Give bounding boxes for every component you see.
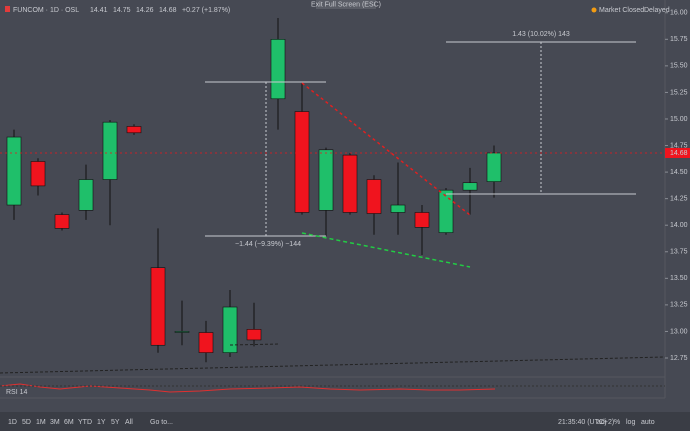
- candle-body: [486, 152, 502, 182]
- candle-body: [438, 189, 454, 233]
- symbol: FUNCOM · 1D · OSL: [13, 7, 79, 14]
- symbol-icon: [5, 6, 10, 12]
- clock: 21:35:40 (UTC+2): [558, 419, 614, 426]
- delayed: Delayed: [644, 7, 670, 14]
- candle-body: [222, 306, 238, 353]
- range-button[interactable]: 3M: [50, 419, 60, 426]
- candle-body: [198, 332, 214, 353]
- candle-body: [150, 267, 166, 346]
- candle-body: [414, 212, 430, 228]
- y-tick-label: 14.00: [670, 222, 688, 229]
- y-tick-label: 14.25: [670, 195, 688, 202]
- y-tick-label: 15.75: [670, 36, 688, 43]
- candle-body: [366, 179, 382, 214]
- high: 14.75: [113, 7, 131, 14]
- y-tick-label: 13.50: [670, 275, 688, 282]
- measure-label: 1.43 (10.02%) 143: [512, 31, 570, 38]
- candle-body: [78, 179, 94, 211]
- range-button[interactable]: 1Y: [97, 419, 106, 426]
- candle-body: [462, 182, 478, 191]
- y-tick-label: 16.00: [670, 10, 688, 17]
- drawn-line: [229, 343, 281, 346]
- y-tick-label: 15.00: [670, 116, 688, 123]
- last-price-label: 14.68: [670, 150, 688, 157]
- candle-body: [318, 149, 334, 211]
- scale-option[interactable]: log: [626, 419, 635, 426]
- y-tick-label: 14.75: [670, 142, 688, 149]
- low: 14.26: [136, 7, 154, 14]
- goto[interactable]: Go to...: [150, 419, 173, 426]
- fullscreen-hint-box[interactable]: [316, 0, 376, 9]
- candle-body: [342, 154, 358, 213]
- range-button[interactable]: 1M: [36, 419, 46, 426]
- range-button[interactable]: 6M: [64, 419, 74, 426]
- candle-body: [270, 39, 286, 100]
- scale-option[interactable]: adj: [597, 419, 607, 426]
- candle-body: [30, 161, 46, 187]
- toolbar: [0, 412, 690, 431]
- y-tick-label: 15.25: [670, 89, 688, 96]
- indicator-label: RSI 14: [6, 389, 28, 396]
- candle-body: [174, 331, 190, 333]
- range-button[interactable]: 5D: [22, 419, 31, 426]
- y-tick-label: 13.00: [670, 328, 688, 335]
- candle-body: [246, 329, 262, 341]
- y-tick-label: 14.50: [670, 169, 688, 176]
- candle-body: [126, 126, 142, 134]
- candle-body: [54, 214, 70, 229]
- measure-label: −1.44 (−9.39%) −144: [235, 241, 301, 248]
- y-tick-label: 13.25: [670, 302, 688, 309]
- scale-option[interactable]: %: [614, 419, 620, 426]
- close: 14.68: [159, 7, 177, 14]
- scale-option[interactable]: auto: [641, 419, 655, 426]
- range-button[interactable]: YTD: [78, 419, 92, 426]
- market-status: Market Closed: [599, 7, 644, 14]
- candle-body: [6, 136, 22, 206]
- range-button[interactable]: All: [125, 419, 133, 426]
- range-button[interactable]: 1D: [8, 419, 17, 426]
- support-line: [301, 232, 471, 268]
- candle-body: [102, 121, 118, 180]
- open: 14.41: [90, 7, 108, 14]
- indicator-line: [0, 383, 496, 393]
- y-tick-label: 15.50: [670, 63, 688, 70]
- change: +0.27 (+1.87%): [182, 7, 230, 14]
- status-dot: [591, 7, 597, 13]
- y-tick-label: 12.75: [670, 355, 688, 362]
- fullscreen-hint[interactable]: Exit Full Screen (ESC): [311, 1, 381, 8]
- y-tick-label: 13.75: [670, 249, 688, 256]
- last-price-tag: [665, 147, 690, 158]
- candle-body: [390, 204, 406, 213]
- long-trendline: [0, 356, 666, 374]
- range-button[interactable]: 5Y: [111, 419, 120, 426]
- candle-body: [294, 111, 310, 213]
